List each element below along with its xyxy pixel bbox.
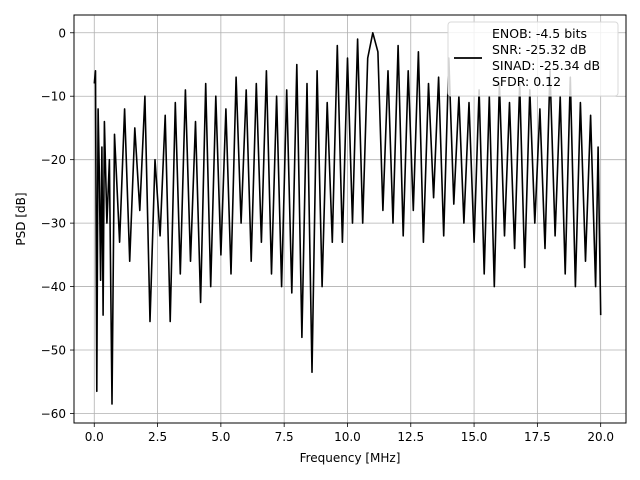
legend-sfdr-text: SFDR: 0.12 (492, 74, 561, 89)
x-tick-label: 10.0 (334, 430, 361, 444)
y-tick-label: 0 (58, 26, 66, 40)
legend-sinad-text: SINAD: -25.34 dB (492, 58, 600, 73)
y-tick-label: −60 (41, 407, 66, 421)
psd-series-line (93, 31, 602, 405)
y-tick-label: −50 (41, 344, 66, 358)
legend: ENOB: -4.5 bits SNR: -25.32 dB SINAD: -2… (447, 21, 619, 97)
x-ticks: 0.0 2.5 5.0 7.5 10.0 12.5 15.0 17.5 20.0 (85, 423, 614, 444)
y-tick-label: −40 (41, 280, 66, 294)
y-ticks: 0 −10 −20 −30 −40 −50 −60 (41, 26, 74, 421)
x-tick-label: 2.5 (148, 430, 167, 444)
x-tick-label: 12.5 (397, 430, 424, 444)
plot-frame (73, 14, 627, 424)
y-tick-label: −30 (41, 217, 66, 231)
legend-box (447, 21, 619, 97)
y-tick-label: −20 (41, 153, 66, 167)
x-tick-label: 5.0 (211, 430, 230, 444)
series-layer (93, 31, 602, 405)
x-tick-label: 7.5 (275, 430, 294, 444)
legend-enob-text: ENOB: -4.5 bits (492, 26, 587, 41)
x-tick-label: 0.0 (85, 430, 104, 444)
y-tick-label: −10 (41, 90, 66, 104)
x-tick-label: 17.5 (524, 430, 551, 444)
y-axis-label: PSD [dB] (14, 192, 28, 245)
x-tick-label: 20.0 (587, 430, 614, 444)
x-tick-label: 15.0 (461, 430, 488, 444)
x-axis-label: Frequency [MHz] (300, 451, 401, 465)
legend-snr-text: SNR: -25.32 dB (492, 42, 587, 57)
